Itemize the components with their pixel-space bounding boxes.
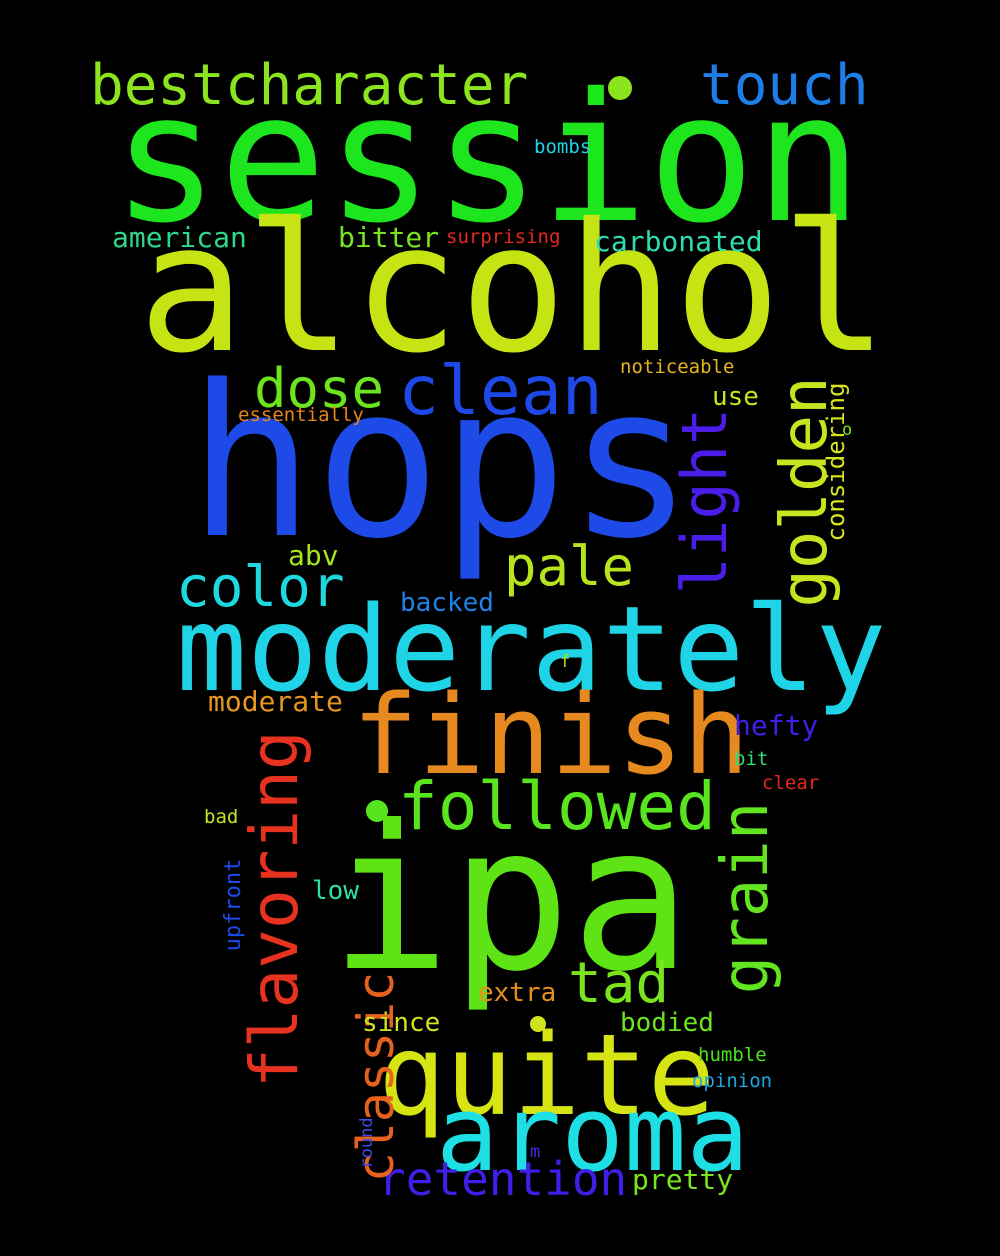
dot-mark (530, 1016, 546, 1032)
word-pretty: pretty (632, 1163, 734, 1196)
word-bombs: bombs (534, 136, 592, 158)
word-bitter: bitter (338, 221, 440, 254)
word-aroma: aroma (436, 1073, 750, 1195)
word-since: since (362, 1008, 441, 1038)
word-moderately: moderately (176, 580, 887, 718)
dot-mark (366, 800, 388, 822)
word-pale: pale (504, 535, 635, 598)
word-o: o (842, 420, 853, 440)
word-flavoring: flavoring (236, 730, 313, 1088)
word-abv: abv (288, 539, 339, 572)
word-finish: finish (352, 671, 750, 799)
word-tad: tad (568, 951, 670, 1016)
word-alcohol: alcohol (138, 185, 889, 392)
word-low: low (312, 876, 359, 906)
word-quite: quite (378, 1011, 716, 1141)
word-dose: dose (254, 357, 385, 420)
word-extra: extra (478, 978, 557, 1008)
word-retention: retention (378, 1152, 628, 1206)
word-bestcharacter: bestcharacter (90, 53, 529, 118)
word-carbonated: carbonated (594, 225, 763, 258)
word-american: american (112, 221, 247, 254)
word-clean: clean (398, 352, 603, 431)
word-grain: grain (709, 801, 783, 995)
word-touch: touch (700, 53, 869, 118)
word-opinion: opinion (692, 1070, 773, 1092)
word-ipa: ipa (330, 783, 692, 1016)
word-upfront: upfront (221, 858, 246, 952)
word-essentially: essentially (238, 404, 364, 426)
word-color: color (176, 555, 345, 620)
word-moderate: moderate (208, 685, 343, 718)
word-bad: bad (204, 806, 239, 828)
word-bodied: bodied (620, 1008, 714, 1038)
word-humble: humble (698, 1044, 767, 1066)
word-hefty: hefty (734, 709, 819, 742)
word-use: use (712, 382, 759, 412)
word-noticeable: noticeable (620, 356, 735, 378)
word-session: session (112, 55, 863, 262)
word-considering: considering (822, 382, 850, 542)
word-backed: backed (400, 588, 494, 618)
word-hops: hops (188, 340, 694, 585)
word-f: f (560, 652, 571, 672)
word-followed: followed (398, 768, 716, 845)
word-clear: clear (762, 772, 820, 794)
word-surprising: surprising (446, 226, 561, 248)
word-m: m (530, 1142, 541, 1162)
word-bit: bit (734, 748, 769, 770)
word-round: round (357, 1117, 377, 1169)
dot-mark (608, 76, 632, 100)
